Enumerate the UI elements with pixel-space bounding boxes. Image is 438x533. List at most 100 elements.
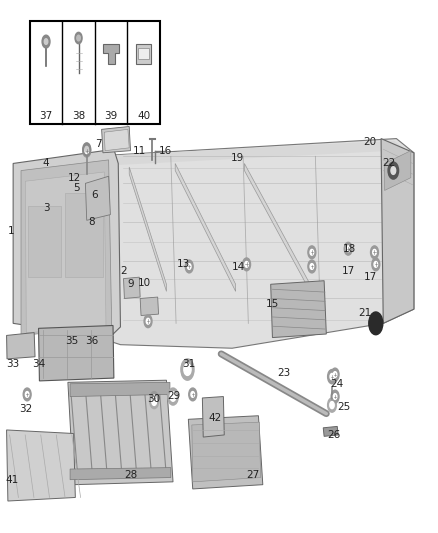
Circle shape — [243, 258, 251, 271]
Text: 24: 24 — [331, 379, 344, 389]
Text: 14: 14 — [232, 262, 245, 271]
Text: 15: 15 — [266, 299, 279, 309]
Circle shape — [152, 395, 156, 401]
Text: 38: 38 — [72, 111, 85, 121]
Circle shape — [168, 388, 178, 405]
Polygon shape — [385, 151, 411, 190]
Polygon shape — [7, 430, 75, 501]
Text: 40: 40 — [137, 111, 150, 121]
Circle shape — [328, 398, 336, 412]
Polygon shape — [65, 193, 103, 277]
Text: 20: 20 — [364, 137, 377, 147]
Text: 1: 1 — [7, 226, 14, 236]
Text: 13: 13 — [177, 260, 190, 269]
Polygon shape — [136, 44, 152, 63]
Circle shape — [23, 388, 31, 401]
Text: 31: 31 — [182, 359, 195, 369]
Text: 27: 27 — [247, 470, 260, 480]
Text: 7: 7 — [95, 139, 102, 149]
Polygon shape — [103, 44, 119, 63]
Circle shape — [346, 246, 350, 252]
Polygon shape — [70, 467, 171, 480]
Polygon shape — [104, 130, 129, 151]
Polygon shape — [129, 167, 166, 292]
Text: 42: 42 — [208, 413, 221, 423]
Text: 11: 11 — [133, 146, 146, 156]
Polygon shape — [92, 141, 413, 166]
Text: 36: 36 — [85, 336, 99, 346]
Text: 2: 2 — [120, 266, 127, 277]
Polygon shape — [13, 149, 120, 337]
Circle shape — [25, 392, 29, 397]
Circle shape — [330, 401, 334, 409]
Polygon shape — [188, 416, 263, 489]
Circle shape — [181, 359, 194, 380]
Text: 4: 4 — [42, 158, 49, 168]
Circle shape — [344, 243, 352, 255]
Circle shape — [391, 167, 396, 174]
Text: 41: 41 — [6, 475, 19, 484]
Polygon shape — [68, 380, 173, 484]
Circle shape — [187, 264, 191, 269]
Text: 25: 25 — [337, 401, 350, 411]
Text: 23: 23 — [277, 368, 290, 378]
Circle shape — [310, 249, 314, 255]
Circle shape — [310, 264, 314, 269]
Circle shape — [44, 39, 48, 44]
Circle shape — [42, 35, 50, 48]
Polygon shape — [140, 297, 159, 316]
Circle shape — [189, 388, 197, 401]
Circle shape — [388, 162, 399, 179]
Text: 34: 34 — [32, 359, 45, 369]
Circle shape — [331, 390, 339, 403]
Text: 12: 12 — [68, 173, 81, 183]
Circle shape — [333, 394, 337, 399]
Circle shape — [372, 258, 380, 271]
Circle shape — [75, 33, 82, 44]
Polygon shape — [138, 48, 149, 59]
Text: 19: 19 — [231, 153, 244, 163]
Text: 18: 18 — [343, 244, 356, 254]
Circle shape — [146, 318, 150, 324]
Circle shape — [184, 364, 191, 375]
Polygon shape — [323, 426, 338, 437]
Circle shape — [191, 392, 194, 397]
Circle shape — [330, 374, 334, 380]
Polygon shape — [39, 326, 114, 381]
Circle shape — [85, 147, 88, 152]
Circle shape — [85, 148, 88, 154]
Circle shape — [308, 260, 316, 273]
FancyBboxPatch shape — [30, 21, 160, 124]
Text: 6: 6 — [91, 190, 98, 200]
Polygon shape — [28, 206, 61, 277]
Circle shape — [152, 398, 156, 406]
Text: 32: 32 — [20, 403, 33, 414]
Text: 16: 16 — [159, 146, 172, 156]
Circle shape — [369, 312, 383, 335]
Polygon shape — [21, 160, 112, 335]
Polygon shape — [7, 333, 35, 359]
Polygon shape — [124, 277, 140, 298]
Text: 39: 39 — [104, 111, 118, 121]
Circle shape — [144, 315, 152, 328]
Text: 30: 30 — [147, 394, 160, 405]
Text: 5: 5 — [73, 183, 80, 193]
Text: 29: 29 — [167, 391, 180, 401]
Text: 21: 21 — [358, 308, 371, 318]
Text: 26: 26 — [327, 430, 340, 440]
Polygon shape — [175, 164, 236, 292]
Polygon shape — [90, 139, 414, 348]
Circle shape — [245, 262, 248, 267]
Circle shape — [83, 144, 91, 157]
Polygon shape — [25, 172, 106, 333]
Circle shape — [373, 249, 376, 255]
Circle shape — [150, 394, 159, 409]
Text: 33: 33 — [7, 359, 20, 369]
Text: 10: 10 — [138, 278, 151, 288]
Text: 17: 17 — [364, 272, 377, 282]
Circle shape — [77, 35, 80, 41]
Text: 35: 35 — [66, 336, 79, 346]
Text: 8: 8 — [88, 217, 95, 228]
Polygon shape — [70, 382, 170, 397]
Polygon shape — [85, 176, 110, 220]
